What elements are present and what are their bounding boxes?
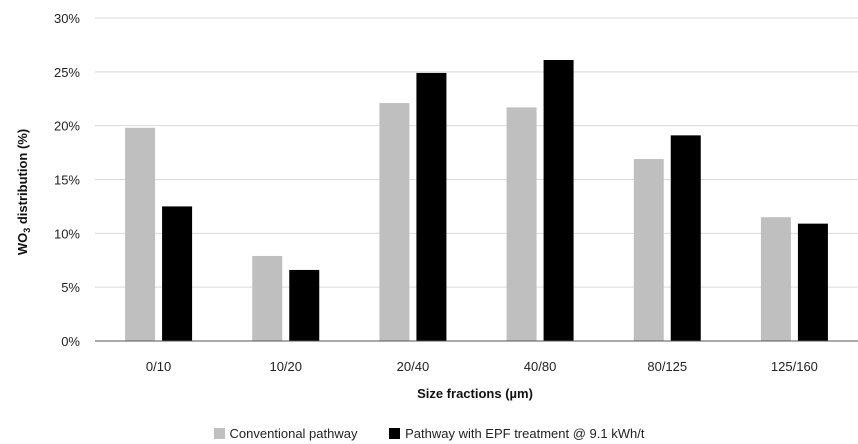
bar-conventional-4 xyxy=(633,159,664,341)
bars xyxy=(125,59,828,342)
legend: Conventional pathway Pathway with EPF tr… xyxy=(0,426,858,442)
x-tick-labels: 0/10 10/20 20/40 40/80 80/125 125/160 xyxy=(146,359,818,374)
y-tick-label: 0% xyxy=(61,334,80,349)
y-tick-label: 20% xyxy=(54,119,80,134)
y-axis-title: WO3 distribution (%) xyxy=(15,129,32,255)
x-tick-label: 40/80 xyxy=(524,359,557,374)
legend-item-epf: Pathway with EPF treatment @ 9.1 kWh/t xyxy=(389,426,644,441)
bar-epf-0 xyxy=(162,206,193,341)
bar-conventional-5 xyxy=(760,217,791,341)
gridlines xyxy=(95,17,858,288)
x-tick-label: 20/40 xyxy=(397,359,430,374)
bar-epf-1 xyxy=(289,269,320,341)
y-tick-labels: 0% 5% 10% 15% 20% 25% 30% xyxy=(54,11,80,349)
y-tick-label: 15% xyxy=(54,173,80,188)
x-tick-label: 125/160 xyxy=(771,359,818,374)
y-tick-label: 10% xyxy=(54,226,80,241)
legend-swatch-conventional xyxy=(213,428,225,439)
y-tick-label: 30% xyxy=(54,11,80,26)
bar-conventional-0 xyxy=(125,127,156,341)
bar-epf-2 xyxy=(416,72,447,341)
bar-conventional-3 xyxy=(506,107,537,341)
y-tick-label: 5% xyxy=(61,280,80,295)
bar-epf-5 xyxy=(797,223,828,341)
legend-swatch-epf xyxy=(389,428,401,439)
legend-label-epf: Pathway with EPF treatment @ 9.1 kWh/t xyxy=(405,426,645,441)
x-axis-title: Size fractions (µm) xyxy=(417,386,533,401)
x-tick-label: 10/20 xyxy=(269,359,302,374)
bar-epf-3 xyxy=(543,59,574,342)
bar-conventional-1 xyxy=(252,255,283,341)
y-tick-label: 25% xyxy=(54,65,80,80)
x-tick-label: 0/10 xyxy=(146,359,171,374)
bar-conventional-2 xyxy=(379,103,410,341)
bar-epf-4 xyxy=(670,135,701,341)
legend-label-conventional: Conventional pathway xyxy=(229,426,358,441)
x-tick-label: 80/125 xyxy=(647,359,687,374)
legend-item-conventional: Conventional pathway xyxy=(213,426,358,441)
